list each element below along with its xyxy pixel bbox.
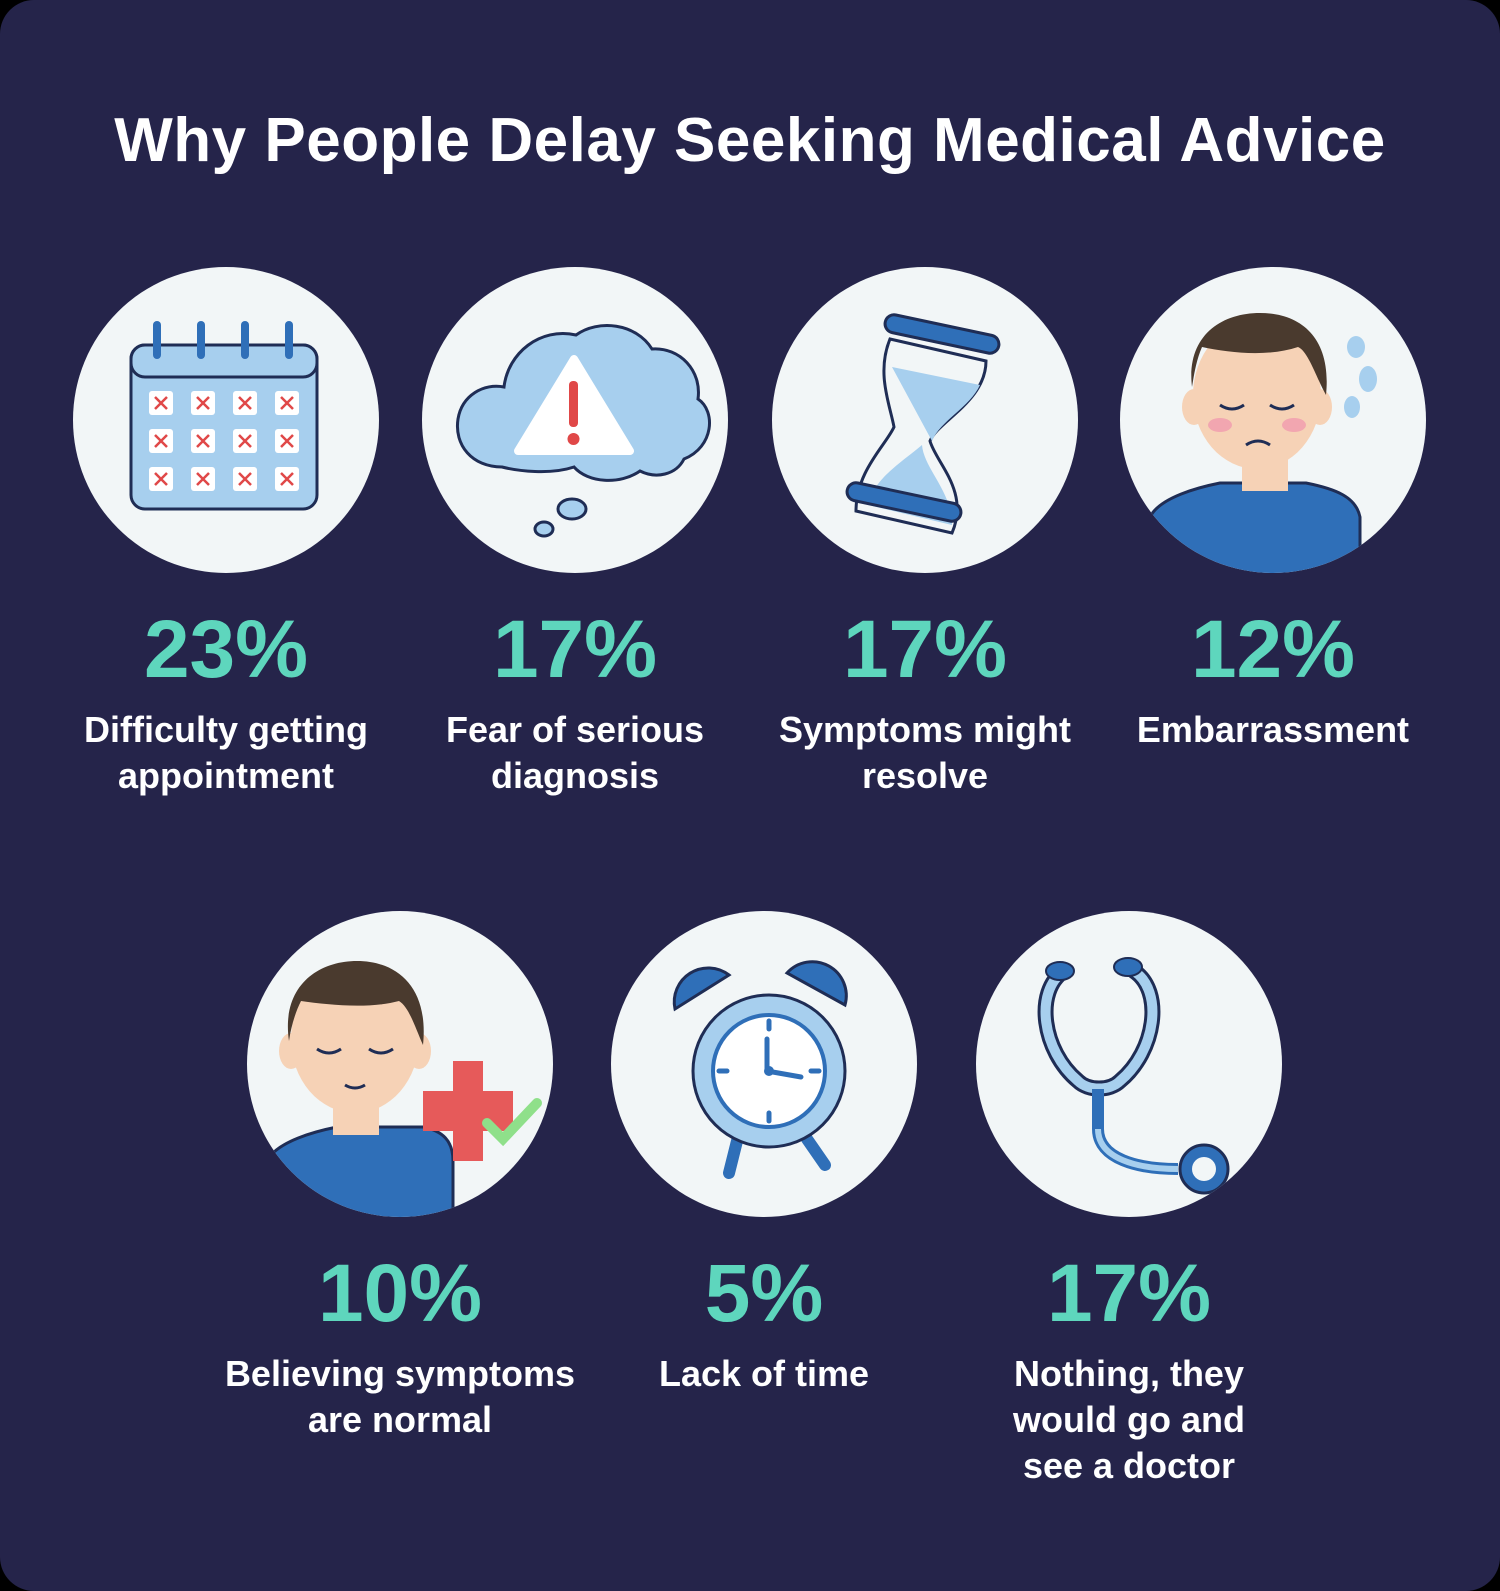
stat-label: Difficulty getting appointment (84, 709, 368, 796)
stat-label: Symptoms might resolve (778, 709, 1072, 796)
icon-circle (772, 267, 1078, 573)
stat-label: Believing symptoms are normal (224, 1353, 576, 1440)
hourglass-icon (845, 313, 1001, 535)
stat-item-fear: 17% Fear of serious diagnosis (385, 267, 765, 799)
stat-percent: 5% (704, 1248, 824, 1339)
stat-item-appointment: 23% Difficulty getting appointment (36, 267, 416, 799)
icon-circle (611, 911, 917, 1217)
icon-circle (422, 267, 728, 573)
page-title: Why People Delay Seeking Medical Advice (114, 106, 1386, 175)
stat-item-time: 5% Lack of time (574, 911, 954, 1397)
embarrassed-person-icon (1148, 313, 1377, 573)
stat-percent: 17% (842, 604, 1008, 695)
stat-percent: 17% (1046, 1248, 1212, 1339)
stat-item-resolve: 17% Symptoms might resolve (735, 267, 1115, 799)
stat-label: Fear of serious diagnosis (445, 709, 705, 796)
icon-circle (1120, 267, 1426, 573)
stat-item-normal: 10% Believing symptoms are normal (210, 911, 590, 1443)
calm-person-health-icon (265, 961, 542, 1217)
warning-cloud-icon (455, 324, 711, 538)
stat-item-embarrassment: 12% Embarrassment (1083, 267, 1463, 753)
stat-item-nothing: 17% Nothing, they would go and see a doc… (939, 911, 1319, 1489)
calendar-icon (129, 321, 319, 511)
stat-percent: 10% (317, 1248, 483, 1339)
stethoscope-icon (1037, 957, 1230, 1195)
stat-percent: 12% (1190, 604, 1356, 695)
alarm-clock-icon (672, 960, 848, 1179)
icon-circle (73, 267, 379, 573)
stat-label: Embarrassment (1136, 709, 1410, 750)
icon-circle (976, 911, 1282, 1217)
stat-percent: 23% (143, 604, 309, 695)
stat-label: Nothing, they would go and see a doctor (1013, 1353, 1245, 1486)
stat-percent: 17% (492, 604, 658, 695)
icon-circle (247, 911, 553, 1217)
stat-label: Lack of time (658, 1353, 870, 1394)
